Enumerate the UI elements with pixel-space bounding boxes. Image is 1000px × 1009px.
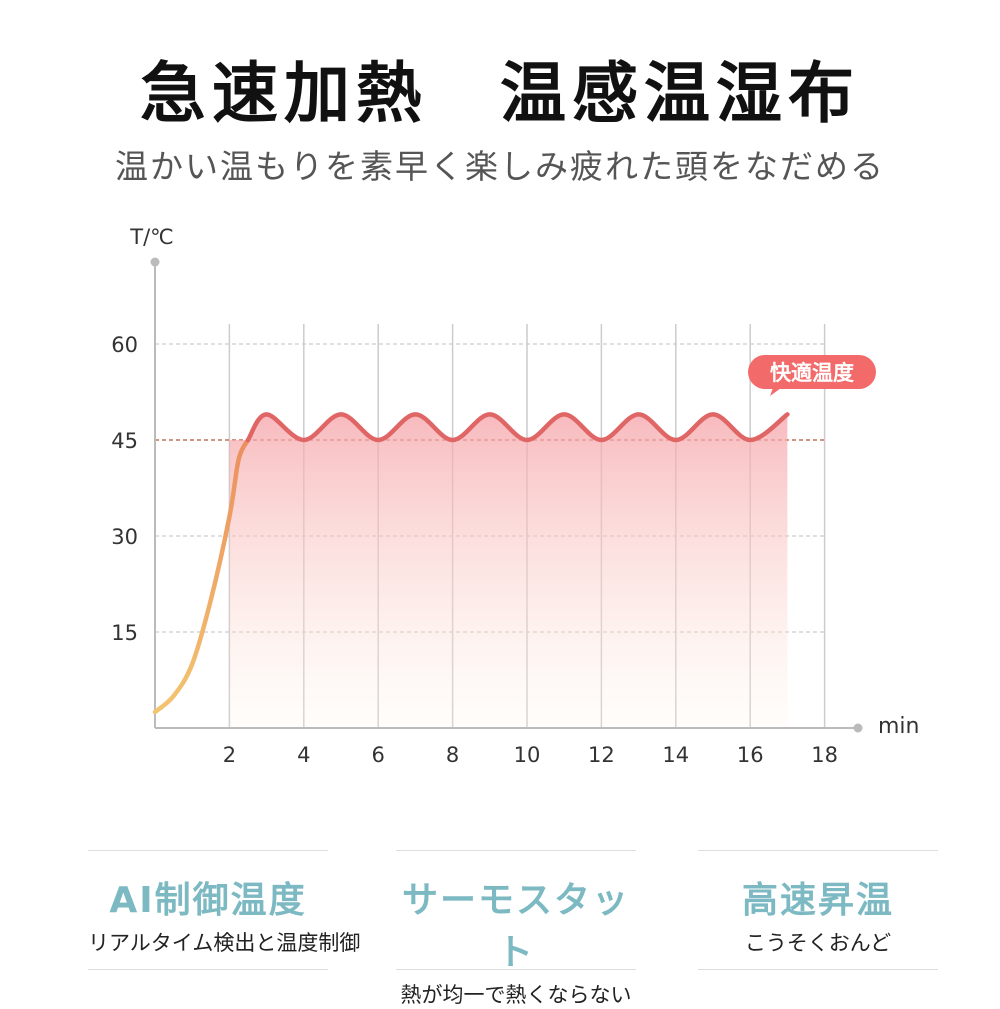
y-axis-end-dot [150, 257, 160, 267]
feature-title: 高速昇温 [741, 880, 894, 921]
series-line-plateau [245, 412, 790, 443]
page-subtitle: 温かい温もりを素早く楽しみ疲れた頭をなだめる [115, 147, 885, 186]
comfort-temperature-callout: 快適温度 [748, 355, 876, 396]
y-tick-label-45: 45 [111, 429, 138, 453]
feature-desc: 熱が均一で熱くならない [400, 983, 632, 1007]
label-layer: 15 30 45 60 2 4 6 8 10 12 14 16 18 T/℃ min [111, 225, 919, 767]
temperature-chart: 15 30 45 60 2 4 6 8 10 12 14 16 18 T/℃ min 快適温度 [111, 225, 919, 767]
feature-title: AI制御温度 [109, 880, 307, 921]
feature-thermostat: サーモスタット 熱が均一で熱くならない [396, 850, 636, 1007]
x-tick-label-14: 14 [662, 743, 689, 767]
series-line-rise [152, 437, 251, 715]
y-axis-label: T/℃ [129, 225, 174, 249]
x-axis-end-dot [853, 723, 863, 733]
y-tick-label-15: 15 [111, 621, 138, 645]
x-tick-label-8: 8 [446, 743, 459, 767]
x-tick-label-10: 10 [514, 743, 541, 767]
x-tick-label-4: 4 [297, 743, 310, 767]
feature-desc: こうそくおんど [744, 931, 892, 955]
x-tick-label-18: 18 [811, 743, 838, 767]
x-tick-label-16: 16 [737, 743, 764, 767]
y-tick-label-30: 30 [111, 525, 138, 549]
axis-layer [150, 257, 863, 733]
page-title: 急速加熱 温感温湿布 [140, 55, 860, 132]
x-tick-label-6: 6 [372, 743, 385, 767]
feature-title: サーモスタット [401, 880, 630, 973]
callout-bubble [748, 355, 876, 389]
feature-fast-heating: 高速昇温 こうそくおんど [698, 850, 938, 970]
x-tick-label-12: 12 [588, 743, 615, 767]
y-tick-label-60: 60 [111, 333, 138, 357]
x-tick-label-2: 2 [223, 743, 236, 767]
feature-ai-control: AI制御温度 リアルタイム検出と温度制御 [88, 850, 361, 970]
plateau-area-fill [229, 414, 788, 728]
callout-text: 快適温度 [770, 361, 854, 385]
feature-desc: リアルタイム検出と温度制御 [88, 931, 361, 955]
x-axis-label: min [878, 714, 920, 739]
